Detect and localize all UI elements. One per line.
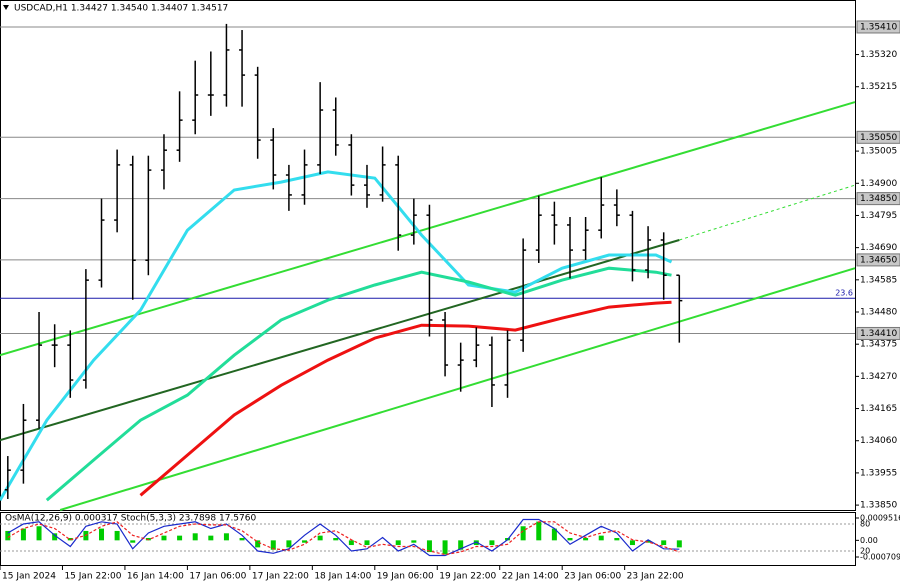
- osma-bar: [629, 540, 635, 546]
- osma-bar: [20, 528, 26, 541]
- y-tick-label: 1.34165: [860, 404, 897, 414]
- x-tick-label: 23 Jan 06:00: [564, 572, 621, 582]
- trendline: [0, 239, 680, 442]
- osma-bar: [364, 540, 370, 546]
- main-panel: [0, 0, 856, 511]
- x-tick-label: 17 Jan 06:00: [189, 572, 246, 582]
- osma-bar: [99, 528, 105, 541]
- y2-tick-label: 20: [860, 547, 870, 556]
- osma-bar: [302, 540, 308, 543]
- osma-bar: [614, 537, 620, 541]
- osma-bar: [442, 540, 448, 555]
- x-tick-label: 23 Jan 22:00: [627, 572, 684, 582]
- osma-bar: [536, 521, 542, 541]
- osma-bar: [255, 540, 261, 548]
- y-tick-label: 1.35320: [860, 50, 897, 60]
- level-label: 1.34850: [860, 194, 897, 204]
- y-tick-label: 1.34375: [860, 340, 897, 350]
- x-tick-label: 22 Jan 14:00: [502, 572, 559, 582]
- y-tick-label: 0.00: [860, 536, 878, 545]
- y-tick-label: 0.0009516: [860, 513, 900, 522]
- osma-bar: [333, 537, 339, 541]
- y-tick-label: 1.34060: [860, 436, 897, 446]
- osma-bar: [239, 537, 245, 541]
- osma-bar: [676, 540, 682, 548]
- sub-title: OsMA(12,26,9) 0.000317 Stoch(5,3,3) 23.7…: [5, 514, 256, 524]
- osma-bar: [661, 540, 667, 546]
- trendline: [0, 101, 856, 357]
- level-label-box: [856, 130, 900, 144]
- osma-bar: [411, 540, 417, 543]
- osma-bar: [489, 540, 495, 546]
- y-tick-label: 1.34690: [860, 243, 897, 253]
- osma-bar: [67, 537, 73, 541]
- stoch-line: [7, 521, 680, 556]
- x-tick-label: 16 Jan 14:00: [127, 572, 184, 582]
- stoch-line: [7, 518, 680, 557]
- y-tick-label: 1.35005: [860, 147, 897, 157]
- osma-bar: [270, 540, 276, 550]
- y-tick-label: 1.35215: [860, 82, 897, 92]
- osma-bar: [317, 535, 323, 541]
- osma-bar: [520, 526, 526, 541]
- level-label: 1.34650: [860, 255, 897, 265]
- y-tick-label: 1.34795: [860, 211, 897, 221]
- level-label: 1.34410: [860, 329, 897, 339]
- menu-arrow[interactable]: [3, 5, 9, 10]
- osma-bar: [192, 533, 198, 541]
- level-label: 1.35050: [860, 133, 897, 143]
- x-tick-label: 18 Jan 14:00: [314, 572, 371, 582]
- osma-bar: [458, 540, 464, 550]
- x-tick-label: 15 Jan 2024: [2, 572, 56, 582]
- osma-bar: [130, 540, 136, 543]
- osma-bar: [114, 530, 120, 541]
- level-label: 1.35410: [860, 22, 897, 32]
- chart-title: USDCAD,H1 1.34427 1.34540 1.34407 1.3451…: [14, 4, 228, 14]
- osma-bar: [161, 535, 167, 541]
- osma-bar: [223, 533, 229, 541]
- level-label-box: [856, 20, 900, 34]
- moving-average: [45, 266, 672, 502]
- level-label-box: [856, 192, 900, 206]
- moving-average: [139, 300, 672, 497]
- osma-bar: [567, 537, 573, 541]
- x-tick-label: 19 Jan 06:00: [377, 572, 434, 582]
- osma-bar: [426, 540, 432, 553]
- osma-bar: [348, 540, 354, 546]
- osma-bar: [5, 530, 11, 541]
- x-tick-label: 19 Jan 22:00: [439, 572, 496, 582]
- level-label-box: [856, 326, 900, 340]
- y-tick-label: 1.34585: [860, 275, 897, 285]
- osma-bar: [583, 537, 589, 541]
- y-tick-label: -0.000709: [860, 552, 900, 561]
- x-tick-label: 15 Jan 22:00: [64, 572, 121, 582]
- y2-tick-label: 80: [860, 520, 870, 529]
- osma-bar: [36, 526, 42, 541]
- y-tick-label: 1.33955: [860, 468, 897, 478]
- osma-bar: [551, 528, 557, 541]
- osma-bar: [208, 535, 214, 541]
- osma-bar: [598, 535, 604, 541]
- y-tick-label: 1.33850: [860, 501, 897, 511]
- osma-bar: [395, 540, 401, 546]
- osma-bar: [286, 540, 292, 548]
- trendline: [679, 184, 856, 241]
- osma-bar: [177, 535, 183, 541]
- fib-label: 23.6: [835, 289, 853, 298]
- osma-bar: [52, 533, 58, 541]
- trendline: [59, 267, 856, 511]
- level-label-box: [856, 253, 900, 267]
- y-tick-label: 1.34900: [860, 179, 897, 189]
- y-tick-label: 1.34270: [860, 372, 897, 382]
- y-tick-label: 1.34480: [860, 308, 897, 318]
- x-tick-label: 17 Jan 22:00: [252, 572, 309, 582]
